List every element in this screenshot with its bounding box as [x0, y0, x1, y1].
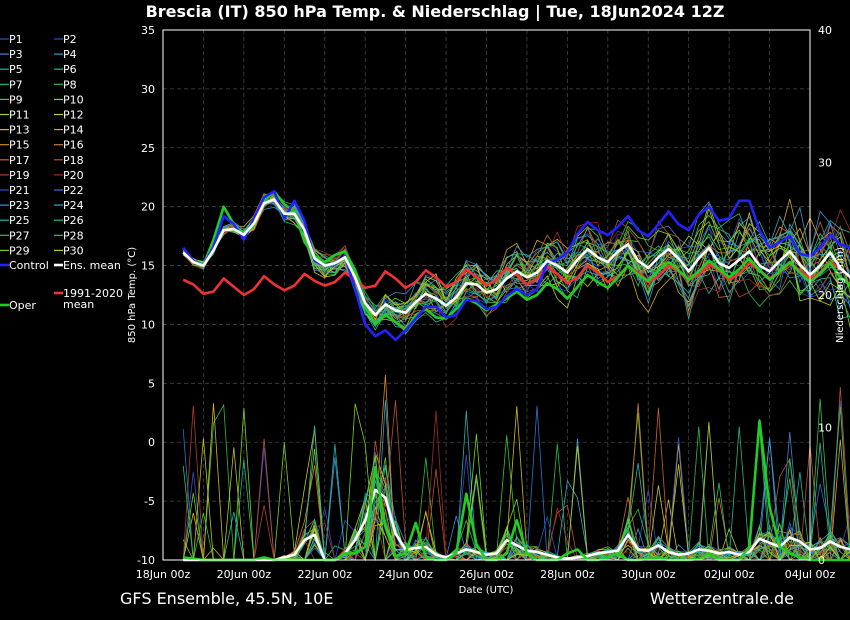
footer-model-info: GFS Ensemble, 45.5N, 10E — [120, 589, 333, 608]
y-tick-label: -10 — [137, 554, 155, 567]
x-axis-ticks: 18Jun 00z 20Jun 00z 22Jun 00z 24Jun 00z 26Ju… — [136, 568, 836, 581]
series-line-1991-2020-mean — [182, 260, 850, 297]
legend-label: 1991-2020 mean — [63, 287, 123, 311]
legend-label: P19 — [9, 169, 30, 182]
x-axis-label: Date (UTC) — [459, 585, 514, 596]
member-precip-line — [182, 455, 850, 562]
legend-label: P5 — [9, 63, 23, 76]
member-temp-line — [182, 191, 850, 335]
precip-line-ens-mean — [183, 488, 850, 562]
legend-label: P1 — [9, 33, 23, 46]
y-tick-label: 35 — [141, 24, 155, 37]
y2-tick-label: 20 — [818, 289, 832, 302]
legend-label: P28 — [63, 229, 84, 242]
x-tick-label: 30Jun 00z — [621, 568, 676, 581]
legend-label: P22 — [63, 184, 84, 197]
x-tick-label: 28Jun 00z — [540, 568, 595, 581]
legend-label: Oper — [9, 299, 36, 312]
legend-label: P4 — [63, 48, 77, 61]
y-tick-label: 5 — [148, 377, 155, 390]
y2-tick-label: 10 — [818, 422, 832, 435]
legend-label: P20 — [63, 169, 84, 182]
legend-label: P12 — [63, 109, 84, 122]
legend-label: P16 — [63, 139, 84, 152]
x-tick-label: 18Jun 00z — [136, 568, 191, 581]
y-tick-label: 15 — [141, 260, 155, 273]
member-temp-line — [182, 197, 850, 328]
legend-label: P2 — [63, 33, 77, 46]
x-tick-label: 20Jun 00z — [217, 568, 272, 581]
y2-axis-ticks: 0 10 20 30 40 — [818, 24, 832, 567]
legend-label: P21 — [9, 184, 30, 197]
legend-label: P25 — [9, 214, 30, 227]
y2-axis-label: Niederschlag (mm) — [835, 247, 846, 343]
legend-label: P9 — [9, 93, 23, 106]
legend-label: Control — [9, 259, 49, 272]
y-tick-label: 30 — [141, 83, 155, 96]
legend-label: P17 — [9, 154, 30, 167]
legend-label: P26 — [63, 214, 84, 227]
y-tick-label: -5 — [144, 495, 155, 508]
y-tick-label: 25 — [141, 142, 155, 155]
main-series — [182, 190, 850, 562]
y-axis-label: 850 hPa Temp. (°C) — [127, 247, 138, 343]
legend-label: P14 — [63, 124, 84, 137]
legend-label: P30 — [63, 244, 84, 257]
y-tick-label: 0 — [148, 436, 155, 449]
ensemble-members — [182, 191, 850, 562]
plot-frame — [162, 29, 811, 561]
legend-label: P27 — [9, 229, 30, 242]
legend-label: P18 — [63, 154, 84, 167]
legend-label: P23 — [9, 199, 30, 212]
member-temp-line — [182, 200, 850, 321]
grid — [163, 29, 810, 561]
y2-tick-label: 30 — [818, 157, 832, 170]
chart-title: Brescia (IT) 850 hPa Temp. & Niederschla… — [146, 2, 725, 22]
legend-label: P8 — [63, 78, 77, 91]
y2-tick-label: 0 — [818, 554, 825, 567]
x-tick-label: 26Jun 00z — [459, 568, 514, 581]
x-tick-label: 02Jul 00z — [704, 568, 755, 581]
legend-label: P7 — [9, 78, 23, 91]
x-tick-label: 04Jul 00z — [785, 568, 836, 581]
series-line-ens-mean — [182, 198, 850, 317]
y-tick-label: 10 — [141, 318, 155, 331]
y-tick-label: 20 — [141, 201, 155, 214]
legend-label: P13 — [9, 124, 30, 137]
y2-tick-label: 40 — [818, 24, 832, 37]
x-tick-label: 24Jun 00z — [378, 568, 433, 581]
legend-label: P15 — [9, 139, 30, 152]
legend-label: P6 — [63, 63, 77, 76]
legend-label: P24 — [63, 199, 84, 212]
legend-label: P29 — [9, 244, 30, 257]
legend-label: P3 — [9, 48, 23, 61]
series-line-control — [182, 190, 850, 342]
legend-label: P10 — [63, 93, 84, 106]
legend: P1 P2 P3 P4 P5 P6 P7 P8 P9 P10 P11 P12 P13 P14 P15 P16 P… — [0, 33, 123, 312]
legend-label: P11 — [9, 109, 30, 122]
legend-label: Ens. mean — [63, 259, 121, 272]
x-tick-label: 22Jun 00z — [298, 568, 353, 581]
footer-site: Wetterzentrale.de — [650, 589, 794, 608]
y-axis-ticks: -10 -5 0 5 10 15 20 25 30 35 — [137, 24, 155, 567]
member-precip-line — [183, 426, 850, 561]
